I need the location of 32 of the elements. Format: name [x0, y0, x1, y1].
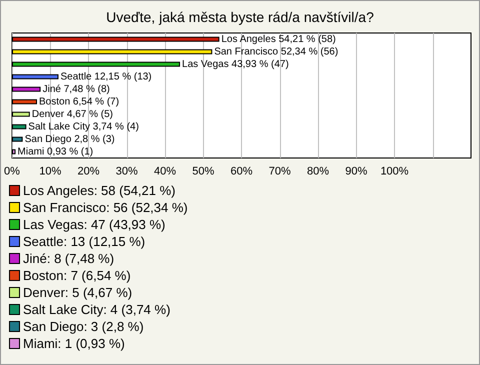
x-tick-label: 90%	[345, 166, 368, 178]
category-label: San Diego 2,8 % (3)	[24, 134, 115, 145]
x-tick-label: 70%	[268, 166, 291, 178]
category-label: Salt Lake City 3,74 % (4)	[28, 121, 139, 132]
text: Boston: 7 (6,54 %)	[23, 267, 131, 284]
text: San Francisco: 56 (52,34 %)	[23, 199, 188, 216]
text: Los Angeles: 58 (54,21 %)	[23, 182, 176, 199]
category-label: Los Angeles 54,21 % (58)	[221, 34, 336, 45]
x-tick-label: 50%	[192, 166, 214, 178]
x-tick-label: 0%	[4, 166, 20, 178]
text: Miami: 1 (0,93 %)	[23, 335, 125, 352]
category-label: Seattle 12,15 % (13)	[60, 71, 152, 82]
x-tick-label: 30%	[116, 166, 138, 178]
text: Salt Lake City: 4 (3,74 %)	[23, 301, 170, 318]
x-tick-label: 60%	[230, 166, 253, 178]
text: Seattle: 13 (12,15 %)	[23, 233, 146, 250]
text: Denver: 5 (4,67 %)	[23, 284, 132, 301]
category-label: San Francisco 52,34 % (56)	[214, 46, 338, 58]
x-tick-label: 10%	[39, 166, 62, 178]
category-label: Las Vegas 43,93 % (47)	[182, 58, 289, 70]
text: San Diego: 3 (2,8 %)	[23, 318, 144, 335]
category-label: Miami 0,93 % (1)	[18, 146, 94, 158]
x-tick-label: 80%	[306, 166, 330, 178]
chart-title: Uveďte, jaká města byste rád/a navštívil/a?	[105, 9, 375, 25]
x-tick-label: 40%	[154, 166, 176, 178]
x-tick-label: 100%	[380, 166, 409, 178]
category-label: Jiné 7,48 % (8)	[42, 84, 110, 95]
text: Las Vegas: 47 (43,93 %)	[23, 216, 166, 233]
x-tick-label: 20%	[77, 166, 100, 178]
category-label: Boston 6,54 % (7)	[39, 96, 120, 108]
text: Jiné: 8 (7,48 %)	[23, 250, 114, 267]
category-label: Denver 4,67 % (5)	[32, 108, 114, 120]
